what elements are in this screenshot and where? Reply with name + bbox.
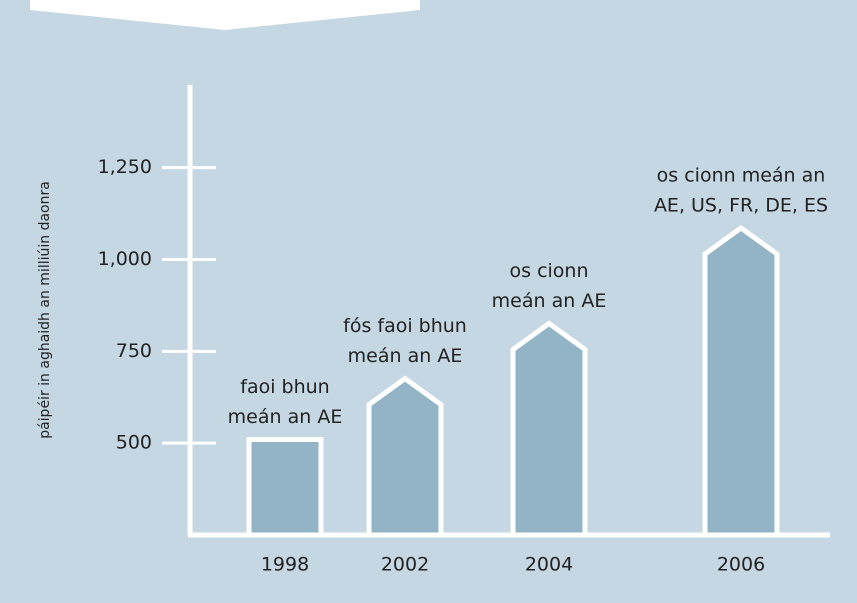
- x-tick-label: 2006: [717, 554, 765, 576]
- y-tick-label: 750: [116, 340, 152, 362]
- bar: [702, 224, 780, 538]
- annotation: os cionn: [510, 260, 589, 282]
- annotation: os cionn meán an: [657, 164, 826, 186]
- annotation: AE, US, FR, DE, ES: [654, 194, 828, 216]
- y-axis-label: páipéir in aghaidh an milliúin daonra: [37, 181, 53, 439]
- bar: [510, 320, 588, 538]
- annotation: faoi bhun: [240, 376, 329, 398]
- y-tick-label: 1,000: [98, 248, 152, 270]
- annotation: meán an AE: [348, 345, 463, 367]
- annotation: meán an AE: [228, 406, 343, 428]
- x-tick-label: 2002: [381, 554, 429, 576]
- bar: [246, 436, 324, 538]
- bar: [366, 375, 444, 538]
- x-tick-label: 2004: [525, 554, 573, 576]
- annotation: meán an AE: [492, 290, 607, 312]
- x-tick-label: 1998: [261, 554, 309, 576]
- annotation: fós faoi bhun: [343, 315, 467, 337]
- header-tab: [30, 0, 420, 30]
- y-tick-label: 500: [116, 432, 152, 454]
- y-tick-label: 1,250: [98, 156, 152, 178]
